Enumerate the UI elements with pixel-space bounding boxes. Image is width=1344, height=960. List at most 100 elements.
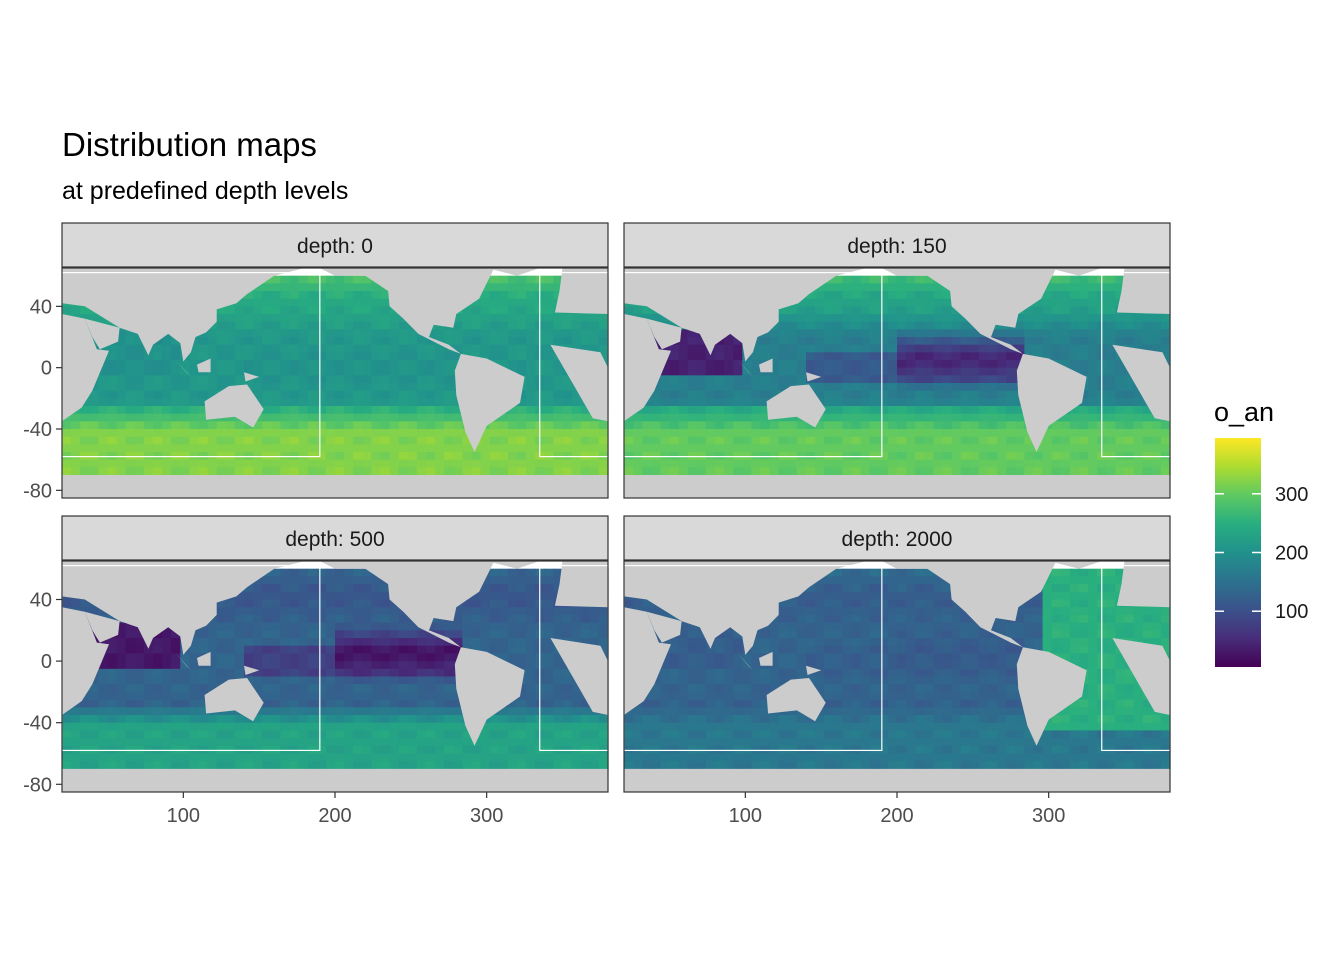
ocean-cell [98, 699, 109, 708]
ocean-cell [1006, 337, 1016, 346]
ocean-cell [316, 722, 327, 731]
ocean-cell [571, 429, 582, 438]
ocean-cell [1033, 306, 1044, 315]
ocean-cell [769, 367, 780, 376]
ocean-cell [262, 291, 272, 300]
ocean-cell [851, 275, 862, 284]
ocean-cell [280, 630, 291, 639]
ocean-cell [924, 344, 934, 353]
ocean-cell [833, 367, 843, 376]
ocean-cell [678, 352, 689, 361]
ocean-cell [71, 444, 81, 453]
ocean-cell [1160, 344, 1171, 353]
ocean-cell [806, 298, 816, 307]
ocean-cell [98, 661, 109, 670]
ocean-cell [751, 398, 762, 407]
ocean-cell [669, 444, 680, 453]
ocean-cell [887, 329, 898, 338]
ocean-cell [353, 344, 363, 353]
ocean-cell [262, 406, 272, 415]
ocean-cell [526, 406, 536, 415]
ocean-cell [198, 707, 209, 716]
ocean-cell [624, 421, 634, 430]
ocean-cell [751, 344, 762, 353]
ocean-cell [107, 730, 118, 739]
ocean-cell [153, 344, 163, 353]
ocean-cell [705, 360, 716, 369]
ocean-cell [906, 291, 916, 300]
ocean-cell [988, 459, 998, 468]
ocean-cell [778, 467, 789, 476]
ocean-cell [335, 459, 345, 468]
ocean-cell [1115, 375, 1126, 384]
ocean-cell [933, 306, 944, 315]
ocean-cell [897, 321, 907, 330]
ocean-cell [526, 607, 536, 616]
ocean-cell [1115, 360, 1126, 369]
ocean-cell [517, 607, 527, 616]
ocean-cell [997, 406, 1007, 415]
ocean-cell [153, 429, 163, 438]
ocean-cell [380, 745, 391, 755]
ocean-cell [489, 352, 500, 361]
ocean-cell [651, 459, 661, 468]
ocean-cell [507, 306, 518, 315]
ocean-cell [915, 452, 925, 461]
ocean-cell [878, 306, 889, 315]
ocean-cell [344, 645, 354, 654]
ocean-cell [162, 413, 172, 422]
ocean-cell [769, 337, 780, 346]
ocean-cell [362, 630, 372, 639]
ocean-cell [824, 329, 834, 338]
ocean-cell [289, 306, 300, 315]
ocean-cell [380, 584, 391, 593]
ocean-cell [589, 622, 600, 631]
ocean-cell [116, 691, 127, 701]
ocean-cell [125, 429, 136, 438]
ocean-cell [696, 413, 707, 422]
ocean-cell [389, 699, 400, 708]
ocean-cell [107, 344, 118, 353]
ocean-cell [189, 436, 200, 445]
ocean-cell [225, 360, 236, 369]
ocean-cell [307, 699, 318, 708]
ocean-cell [887, 337, 898, 346]
ocean-cell [107, 459, 118, 468]
ocean-cell [298, 630, 309, 639]
ocean-cell [507, 337, 518, 346]
ocean-cell [134, 406, 145, 415]
ocean-cell [696, 691, 707, 701]
ocean-cell [687, 383, 698, 392]
ocean-cell [462, 329, 473, 338]
ocean-cell [824, 421, 834, 430]
ocean-cell [225, 421, 236, 430]
ocean-cell [842, 321, 853, 330]
ocean-cell [344, 614, 354, 624]
ocean-cell [678, 383, 689, 392]
ocean-cell [705, 444, 716, 453]
ocean-cell [234, 614, 245, 624]
ocean-cell [289, 630, 300, 639]
ocean-cell [526, 715, 536, 724]
ocean-cell [189, 730, 200, 739]
ocean-cell [416, 753, 427, 762]
ocean-cell [262, 436, 272, 445]
ocean-cell [1079, 421, 1089, 430]
ocean-cell [742, 459, 752, 468]
ocean-cell [480, 607, 491, 616]
ocean-cell [335, 406, 345, 415]
ocean-cell [471, 745, 482, 755]
ocean-cell [253, 591, 263, 601]
ocean-cell [787, 375, 798, 384]
ocean-cell [842, 459, 853, 468]
ocean-cell [335, 745, 345, 755]
ocean-cell [143, 436, 154, 445]
ocean-cell [988, 337, 998, 346]
ocean-cell [225, 352, 236, 361]
ocean-cell [426, 337, 436, 346]
ocean-cell [143, 383, 154, 392]
ocean-cell [1006, 406, 1016, 415]
ocean-cell [1079, 337, 1089, 346]
ocean-cell [325, 337, 336, 346]
ocean-cell [887, 314, 898, 323]
